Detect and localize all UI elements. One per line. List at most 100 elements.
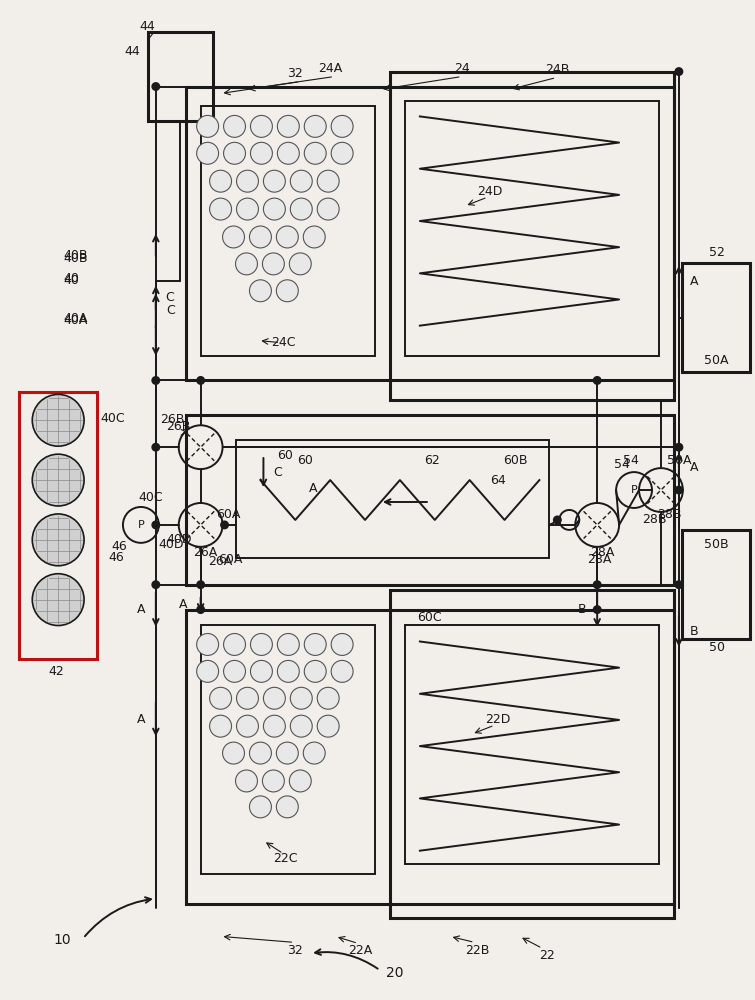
- Text: 54: 54: [614, 458, 630, 471]
- Bar: [682, 263, 750, 372]
- Circle shape: [32, 394, 84, 446]
- Bar: [186, 415, 674, 585]
- Circle shape: [197, 606, 204, 613]
- Text: 26B: 26B: [161, 413, 185, 426]
- Circle shape: [153, 377, 159, 384]
- Circle shape: [331, 115, 353, 137]
- Circle shape: [304, 142, 326, 164]
- Text: 44: 44: [124, 45, 140, 58]
- Circle shape: [223, 226, 245, 248]
- Circle shape: [32, 574, 84, 626]
- Circle shape: [197, 377, 204, 384]
- Text: 40A: 40A: [63, 314, 88, 327]
- Circle shape: [276, 796, 298, 818]
- Circle shape: [277, 115, 299, 137]
- Circle shape: [317, 715, 339, 737]
- Circle shape: [317, 198, 339, 220]
- Circle shape: [263, 253, 285, 275]
- Text: 28B: 28B: [657, 508, 681, 521]
- Circle shape: [221, 521, 228, 528]
- Text: 50B: 50B: [704, 538, 729, 551]
- Bar: [20, 392, 97, 659]
- Circle shape: [331, 660, 353, 682]
- Circle shape: [277, 660, 299, 682]
- Circle shape: [223, 634, 245, 655]
- Text: 40: 40: [63, 272, 79, 285]
- Text: 28B: 28B: [642, 513, 666, 526]
- Text: 50A: 50A: [704, 354, 729, 367]
- Text: 24B: 24B: [545, 63, 569, 76]
- Circle shape: [554, 516, 561, 523]
- Circle shape: [249, 280, 271, 302]
- Circle shape: [276, 742, 298, 764]
- Circle shape: [210, 715, 232, 737]
- Circle shape: [304, 660, 326, 682]
- Bar: [390, 590, 674, 918]
- Text: 32: 32: [288, 67, 304, 80]
- Text: 60A: 60A: [218, 553, 242, 566]
- Circle shape: [593, 581, 601, 588]
- Bar: [390, 72, 674, 400]
- Text: C: C: [165, 291, 174, 304]
- Circle shape: [263, 715, 285, 737]
- Circle shape: [251, 142, 273, 164]
- Circle shape: [291, 715, 313, 737]
- Circle shape: [593, 606, 601, 613]
- Text: C: C: [166, 304, 175, 317]
- Circle shape: [196, 660, 219, 682]
- Circle shape: [210, 198, 232, 220]
- Circle shape: [251, 660, 273, 682]
- Text: 26B: 26B: [167, 420, 191, 433]
- Text: 60C: 60C: [418, 611, 442, 624]
- Circle shape: [676, 68, 683, 75]
- Circle shape: [277, 142, 299, 164]
- Circle shape: [153, 581, 159, 588]
- Bar: [682, 530, 750, 639]
- Circle shape: [291, 687, 313, 709]
- Circle shape: [223, 660, 245, 682]
- Circle shape: [210, 170, 232, 192]
- Text: 40D: 40D: [158, 538, 183, 551]
- Text: A: A: [137, 603, 145, 616]
- Circle shape: [251, 115, 273, 137]
- Text: 40B: 40B: [63, 252, 88, 265]
- Text: C: C: [273, 466, 282, 479]
- Text: 42: 42: [48, 665, 64, 678]
- Circle shape: [236, 715, 258, 737]
- Bar: [236, 440, 550, 558]
- Bar: [186, 87, 674, 380]
- Circle shape: [593, 377, 601, 384]
- Text: P: P: [137, 520, 144, 530]
- Circle shape: [153, 521, 159, 528]
- Text: 46: 46: [111, 540, 127, 553]
- Text: 40A: 40A: [63, 312, 88, 325]
- Circle shape: [289, 770, 311, 792]
- Circle shape: [196, 115, 219, 137]
- Bar: [405, 625, 659, 864]
- Circle shape: [251, 634, 273, 655]
- Text: 54: 54: [623, 454, 639, 467]
- Circle shape: [196, 142, 219, 164]
- Text: 22A: 22A: [348, 944, 372, 957]
- Text: 50A: 50A: [667, 454, 691, 467]
- Circle shape: [223, 142, 245, 164]
- Text: 32: 32: [288, 944, 304, 957]
- Circle shape: [223, 742, 245, 764]
- Bar: [201, 106, 375, 356]
- Circle shape: [197, 581, 204, 588]
- Text: 22C: 22C: [273, 852, 297, 865]
- Circle shape: [676, 444, 683, 451]
- Circle shape: [263, 170, 285, 192]
- Circle shape: [291, 170, 313, 192]
- Circle shape: [276, 226, 298, 248]
- Text: A: A: [689, 461, 698, 474]
- Circle shape: [317, 170, 339, 192]
- Text: 60A: 60A: [217, 508, 241, 521]
- Circle shape: [236, 770, 257, 792]
- Text: 62: 62: [424, 454, 439, 467]
- Text: 40D: 40D: [166, 533, 192, 546]
- Bar: [405, 101, 659, 356]
- Bar: [201, 625, 375, 874]
- Circle shape: [263, 770, 285, 792]
- Circle shape: [304, 226, 325, 248]
